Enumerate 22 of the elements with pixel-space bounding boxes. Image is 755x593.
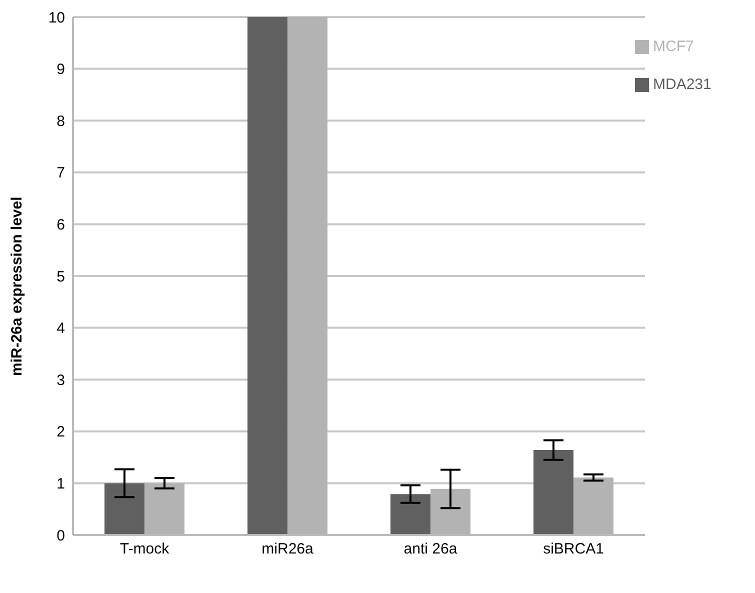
y-tick-label: 5 bbox=[56, 268, 65, 286]
bar bbox=[247, 17, 288, 535]
bar bbox=[104, 483, 144, 535]
bar bbox=[533, 450, 574, 535]
y-tick-label: 6 bbox=[56, 216, 65, 234]
x-tick-label: anti 26a bbox=[404, 540, 458, 558]
y-tick-label: 2 bbox=[56, 424, 65, 441]
y-axis-title: miR-26a expression level bbox=[8, 196, 26, 376]
y-tick-label: 8 bbox=[56, 112, 65, 130]
legend-label: MDA231 bbox=[653, 76, 712, 93]
x-tick-label: siBRCA1 bbox=[543, 540, 604, 558]
x-tick-label: T-mock bbox=[120, 540, 170, 558]
bar bbox=[390, 494, 430, 535]
y-tick-label: 4 bbox=[56, 320, 65, 338]
x-tick-label: miR26a bbox=[262, 540, 314, 558]
y-tick-label: 9 bbox=[56, 61, 65, 78]
y-tick-label: 7 bbox=[56, 164, 65, 182]
legend-label: MCF7 bbox=[653, 38, 694, 55]
y-tick-label: 10 bbox=[48, 9, 65, 26]
y-tick-label: 3 bbox=[56, 372, 65, 389]
y-tick-label: 1 bbox=[56, 476, 65, 493]
y-tick-label: 0 bbox=[56, 527, 65, 544]
